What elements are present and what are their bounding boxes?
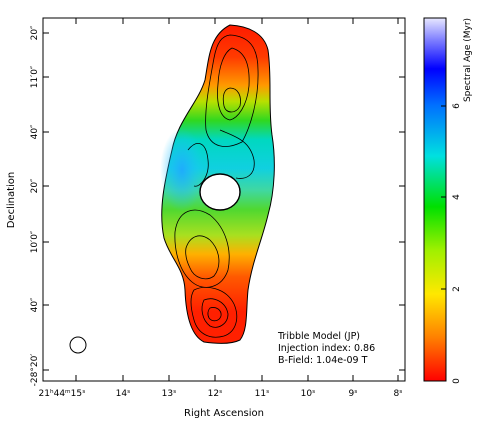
x-tick-label-0: 21ʰ44ᵐ15ˢ xyxy=(39,389,86,399)
contour-north-wide xyxy=(219,129,255,179)
contour-south-core xyxy=(207,307,222,322)
y-axis-title: Declination xyxy=(6,172,17,229)
colorbar-tick-label-0: 0 xyxy=(452,378,462,384)
annotation-line-0: Tribble Model (JP) xyxy=(277,331,360,342)
colorbar-tick-label-1: 2 xyxy=(452,286,462,292)
x-tick-label-5: 10ˢ xyxy=(301,389,316,399)
contour-west xyxy=(187,143,209,187)
y-tick-label-4: 40″ xyxy=(30,124,40,139)
beam-marker xyxy=(69,336,87,354)
x-tick-label-2: 13ˢ xyxy=(162,389,177,399)
contours xyxy=(174,34,259,338)
x-axis-title: Right Ascension xyxy=(184,408,264,419)
colorbar-title: Spectral Age (Myr) xyxy=(463,18,473,102)
annotation-line-2: B-Field: 1.04e-09 T xyxy=(278,355,368,366)
west-aged-region xyxy=(160,128,204,212)
x-tick-label-6: 9ˢ xyxy=(348,389,357,399)
x-tick-label-1: 14ˢ xyxy=(116,389,131,399)
y-tick-label-3: 20″ xyxy=(30,178,40,193)
contour-north-outer xyxy=(205,34,259,147)
plot-area: 21ʰ44ᵐ15ˢ 14ˢ 13ˢ 12ˢ 11ˢ 10ˢ 9ˢ 8ˢ -28°… xyxy=(6,17,406,419)
model-annotation: Tribble Model (JP) Injection index: 0.86… xyxy=(277,331,375,366)
y-tick-label-0: -28°20′ xyxy=(30,354,40,387)
x-tick-label-7: 8ˢ xyxy=(393,389,402,399)
y-tick-label-5: 11′0″ xyxy=(30,65,40,88)
x-tick-label-3: 12ˢ xyxy=(208,389,223,399)
y-tick-label-6: 20″ xyxy=(30,25,40,40)
contour-south-inner xyxy=(201,298,229,328)
colorbar-ticks xyxy=(441,105,446,382)
y-tick-label-1: 40″ xyxy=(30,297,40,312)
y-tick-label-2: 10′0″ xyxy=(30,230,40,253)
core-mask xyxy=(199,173,241,211)
colorbar-tick-label-3: 6 xyxy=(452,103,462,109)
x-tick-label-4: 11ˢ xyxy=(255,389,270,399)
x-tick-labels: 21ʰ44ᵐ15ˢ 14ˢ 13ˢ 12ˢ 11ˢ 10ˢ 9ˢ 8ˢ xyxy=(39,389,403,399)
colorbar-scale xyxy=(423,17,447,382)
colorbar-tick-label-2: 4 xyxy=(452,194,462,200)
contour-south-mid xyxy=(185,235,220,280)
contour-south-outer xyxy=(190,287,238,338)
contour-south-wide xyxy=(174,209,230,288)
contour-north-inner xyxy=(222,87,241,113)
colorbar: 0 2 4 6 Spectral Age (Myr) xyxy=(423,17,473,384)
annotation-line-1: Injection index: 0.86 xyxy=(278,343,375,354)
contour-north-mid xyxy=(217,47,250,121)
radio-source xyxy=(160,24,275,344)
x-ticks xyxy=(75,18,399,381)
y-tick-labels: -28°20′ 40″ 10′0″ 20″ 40″ 11′0″ 20″ xyxy=(30,25,40,386)
y-ticks xyxy=(43,32,405,371)
